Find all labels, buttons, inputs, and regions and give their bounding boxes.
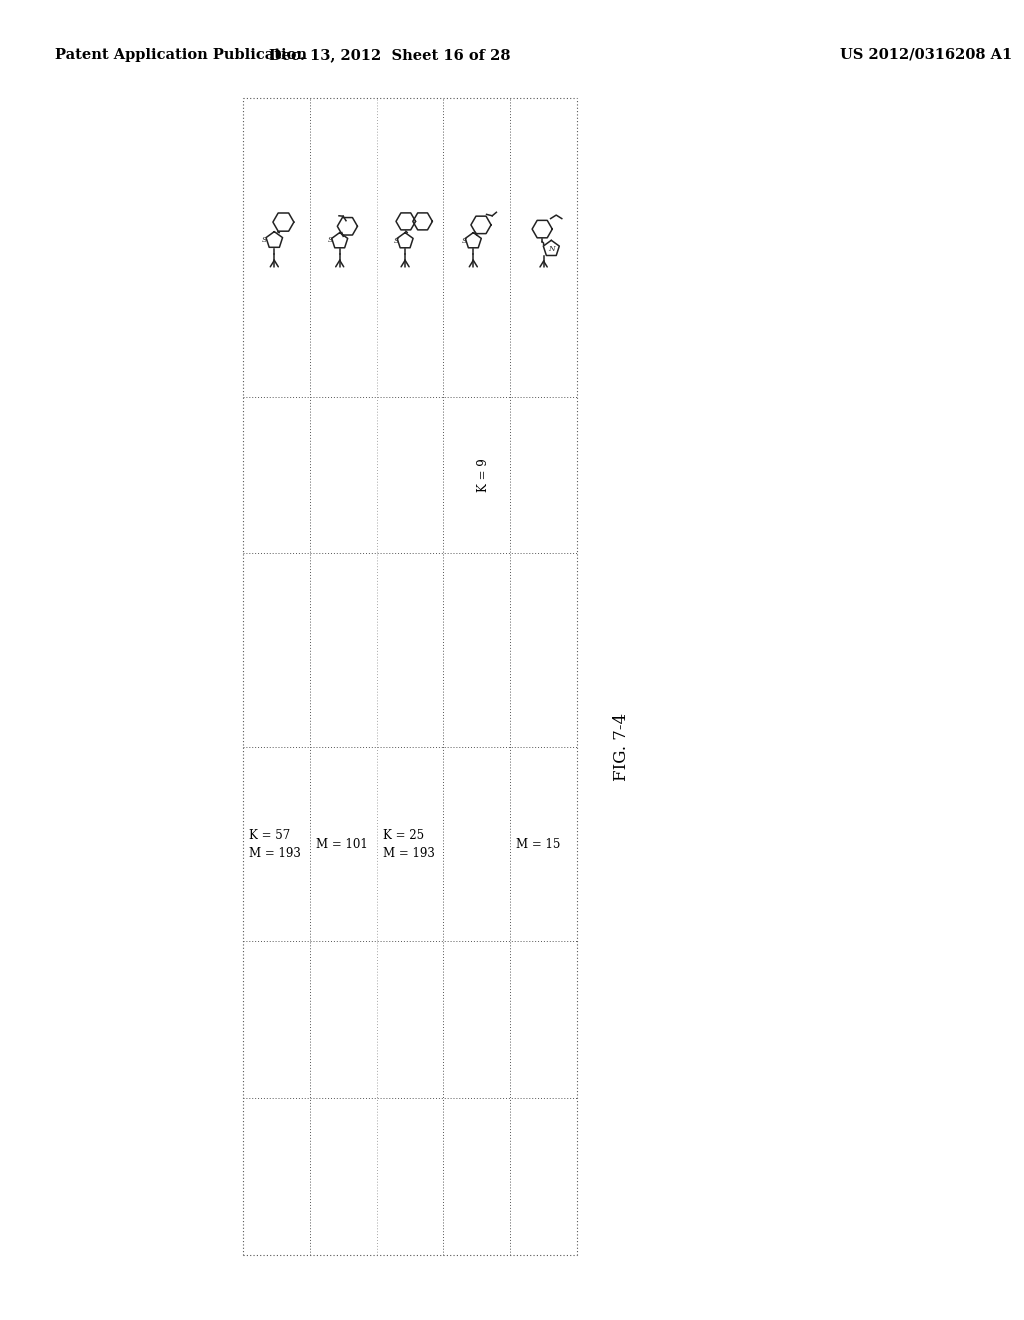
Text: S: S: [462, 238, 467, 246]
Text: K = 9: K = 9: [477, 458, 489, 492]
Text: N: N: [548, 244, 555, 252]
Text: M = 15: M = 15: [516, 838, 560, 851]
Text: S: S: [262, 235, 267, 244]
Text: K = 25
M = 193: K = 25 M = 193: [383, 829, 434, 859]
Text: K = 57
M = 193: K = 57 M = 193: [249, 829, 301, 859]
Text: US 2012/0316208 A1: US 2012/0316208 A1: [840, 48, 1013, 62]
Text: Patent Application Publication: Patent Application Publication: [55, 48, 307, 62]
Text: S: S: [393, 238, 398, 246]
Text: S: S: [328, 236, 333, 244]
Text: Dec. 13, 2012  Sheet 16 of 28: Dec. 13, 2012 Sheet 16 of 28: [269, 48, 511, 62]
Text: M = 101: M = 101: [315, 838, 368, 851]
Text: FIG. 7-4: FIG. 7-4: [613, 713, 631, 781]
